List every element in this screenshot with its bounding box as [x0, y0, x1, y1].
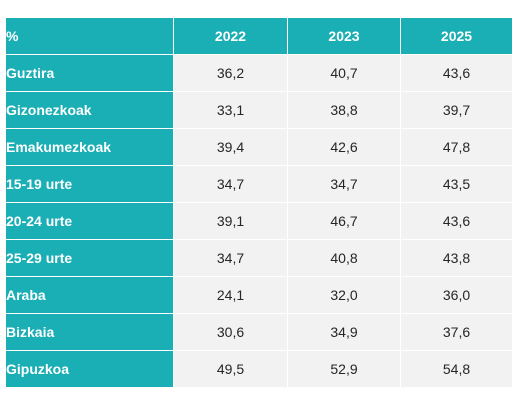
header-row: % 2022 2023 2025 [5, 17, 513, 55]
table-cell: 49,5 [173, 350, 288, 388]
year-header: 2023 [287, 17, 401, 55]
table-cell: 46,7 [287, 202, 401, 240]
table-cell: 47,8 [400, 128, 513, 166]
row-label: 25-29 urte [5, 239, 174, 277]
row-label: 20-24 urte [5, 202, 174, 240]
table-cell: 32,0 [287, 276, 401, 314]
row-label: Guztira [5, 54, 174, 92]
table-cell: 39,1 [173, 202, 288, 240]
year-header: 2025 [400, 17, 513, 55]
table-cell: 43,6 [400, 54, 513, 92]
row-label: Bizkaia [5, 313, 174, 351]
row-label: 15-19 urte [5, 165, 174, 203]
table-row: 15-19 urte 34,7 34,7 43,5 [5, 165, 513, 203]
table-row: Guztira 36,2 40,7 43,6 [5, 54, 513, 92]
table-cell: 30,6 [173, 313, 288, 351]
corner-header: % [5, 17, 174, 55]
table-cell: 40,7 [287, 54, 401, 92]
row-label: Emakumezkoak [5, 128, 174, 166]
table-row: Emakumezkoak 39,4 42,6 47,8 [5, 128, 513, 166]
table-cell: 43,5 [400, 165, 513, 203]
table-cell: 24,1 [173, 276, 288, 314]
table-cell: 39,4 [173, 128, 288, 166]
row-label: Araba [5, 276, 174, 314]
row-label: Gizonezkoak [5, 91, 174, 129]
year-header: 2022 [173, 17, 288, 55]
table-row: Araba 24,1 32,0 36,0 [5, 276, 513, 314]
table-cell: 34,7 [173, 165, 288, 203]
table-cell: 34,9 [287, 313, 401, 351]
row-label: Gipuzkoa [5, 350, 174, 388]
table-row: Gipuzkoa 49,5 52,9 54,8 [5, 350, 513, 388]
table-row: 25-29 urte 34,7 40,8 43,8 [5, 239, 513, 277]
data-table: % 2022 2023 2025 Guztira 36,2 40,7 43,6 … [5, 17, 513, 388]
table-cell: 43,6 [400, 202, 513, 240]
table-cell: 40,8 [287, 239, 401, 277]
table-cell: 34,7 [287, 165, 401, 203]
table-cell: 43,8 [400, 239, 513, 277]
table-cell: 52,9 [287, 350, 401, 388]
table-cell: 36,2 [173, 54, 288, 92]
table-cell: 39,7 [400, 91, 513, 129]
table-cell: 34,7 [173, 239, 288, 277]
table-cell: 54,8 [400, 350, 513, 388]
table-cell: 38,8 [287, 91, 401, 129]
table-row: 20-24 urte 39,1 46,7 43,6 [5, 202, 513, 240]
table-cell: 37,6 [400, 313, 513, 351]
table-cell: 36,0 [400, 276, 513, 314]
table-row: Bizkaia 30,6 34,9 37,6 [5, 313, 513, 351]
table-row: Gizonezkoak 33,1 38,8 39,7 [5, 91, 513, 129]
table-cell: 42,6 [287, 128, 401, 166]
table-cell: 33,1 [173, 91, 288, 129]
